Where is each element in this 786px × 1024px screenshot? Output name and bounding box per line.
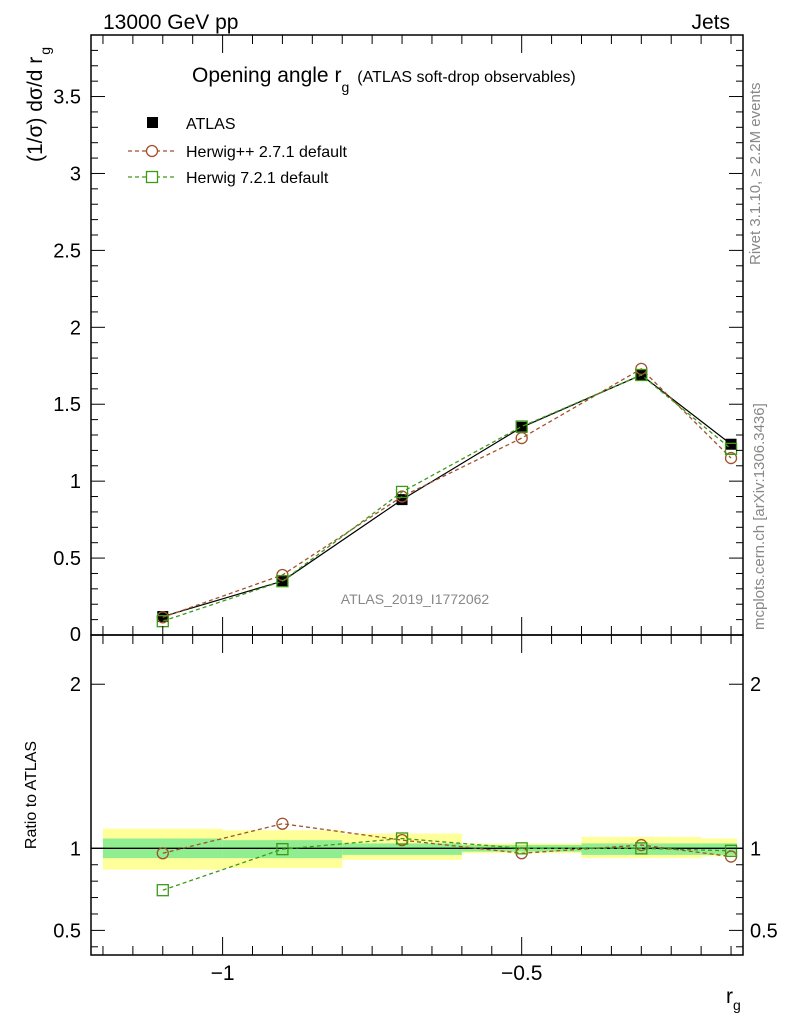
- ratio-herwig7-point: [156, 884, 169, 897]
- ratio-y-tick-label-right: 0.5: [750, 920, 778, 942]
- y-tick-label: 1: [70, 471, 81, 493]
- herwig7-point: [724, 442, 738, 455]
- herwig7-line: [162, 374, 732, 622]
- legend-herwig7-label: Herwig 7.2.1 default: [186, 170, 329, 187]
- legend-herwig7-marker: [145, 170, 159, 184]
- herwig7-point: [395, 485, 409, 499]
- main-marks: [156, 362, 738, 628]
- x-tick-label: −1: [211, 962, 235, 985]
- herwigpp-point: [724, 451, 738, 465]
- header-left: 13000 GeV pp: [103, 11, 238, 34]
- legend: ATLAS Herwig++ 2.7.1 default Herwig 7.2.…: [128, 116, 348, 187]
- y-axis-label-sub: g: [37, 47, 53, 55]
- atlas-line: [162, 374, 732, 618]
- y-tick-label: 3.5: [53, 87, 81, 109]
- ratio-herwig7-point: [724, 844, 738, 857]
- legend-herwigpp-label: Herwig++ 2.7.1 default: [186, 144, 348, 161]
- mcplots-label: mcplots.cern.ch [arXiv:1306.3436]: [751, 403, 768, 630]
- ratio-herwig7-point: [635, 842, 648, 855]
- chart-title-main: Opening angle r: [192, 64, 341, 87]
- herwig7-point: [276, 575, 289, 588]
- ratio-band-inner: [342, 843, 462, 855]
- ratio-frame: [90, 634, 744, 956]
- analysis-id: ATLAS_2019_I1772062: [341, 591, 490, 607]
- ratio-herwigpp-point: [276, 817, 289, 830]
- ratio-band-inner: [701, 843, 738, 855]
- herwigpp-line: [162, 368, 732, 618]
- main-axis-ticks: 0.5 1 1.5 2 2.5 3 3.5 0: [53, 35, 743, 646]
- ratio-marks: [156, 817, 738, 897]
- y-tick-label: 1.5: [53, 394, 81, 416]
- ratio-herwig7-point: [515, 842, 528, 855]
- y-axis-label: (1/σ) dσ/d r g: [24, 47, 53, 162]
- chart-title-sub: g: [341, 79, 349, 95]
- x-axis-label-main: r: [726, 985, 733, 1008]
- ratio-y-tick-label: 2: [70, 674, 81, 696]
- y-tick-label: 0.5: [53, 548, 81, 570]
- ratio-y-tick-label-right: 1: [750, 838, 761, 860]
- herwigpp-point: [515, 431, 528, 445]
- y-tick-label: 2.5: [53, 240, 81, 262]
- chart-title-extra: (ATLAS soft-drop observables): [357, 69, 575, 86]
- atlas-point: [516, 421, 528, 433]
- ratio-herwigpp-line: [162, 823, 732, 858]
- legend-herwigpp-marker: [145, 144, 159, 158]
- legend-atlas-label: ATLAS: [186, 116, 236, 133]
- y-axis-label-main: (1/σ) dσ/d r: [24, 57, 47, 162]
- ratio-herwig7-point: [276, 843, 289, 856]
- legend-atlas-marker: [147, 117, 158, 128]
- atlas-point: [725, 438, 737, 450]
- ratio-panel: 0.5 0.5 1 1 2 2 −1 −0.5 Ratio to ATLAS rg: [23, 634, 778, 1013]
- y-tick-label: 2: [70, 317, 81, 339]
- ratio-y-tick-label: 0.5: [53, 920, 81, 942]
- herwig7-point: [635, 368, 648, 382]
- y-tick-label: 3: [70, 163, 81, 185]
- x-tick-label: −0.5: [501, 962, 542, 985]
- ratio-y-tick-label-right: 2: [750, 674, 761, 696]
- y-tick-label: 0: [70, 624, 81, 646]
- header-right: Jets: [691, 11, 730, 34]
- atlas-point: [396, 494, 408, 506]
- chart-title: Opening angle rg (ATLAS soft-drop observa…: [192, 64, 576, 95]
- atlas-point: [157, 611, 169, 623]
- rivet-label: Rivet 3.1.10, ≥ 2.2M events: [747, 83, 764, 266]
- ratio-axis-ticks: 0.5 0.5 1 1 2 2 −1 −0.5: [53, 635, 778, 985]
- ratio-herwig7-line: [162, 837, 732, 891]
- main-panel: 0.511.522.533.50 Opening angle rg(ATLAS …: [24, 34, 744, 646]
- herwig7-point: [515, 420, 528, 433]
- x-axis-label-sub: g: [733, 997, 741, 1013]
- ratio-y-label: Ratio to ATLAS: [23, 741, 40, 849]
- ratio-herwig7-point: [395, 832, 409, 845]
- ratio-herwigpp-point: [156, 847, 169, 860]
- ratio-band-inner: [581, 843, 702, 855]
- ratio-y-tick-label: 1: [70, 838, 81, 860]
- x-axis-label: rg: [726, 985, 741, 1013]
